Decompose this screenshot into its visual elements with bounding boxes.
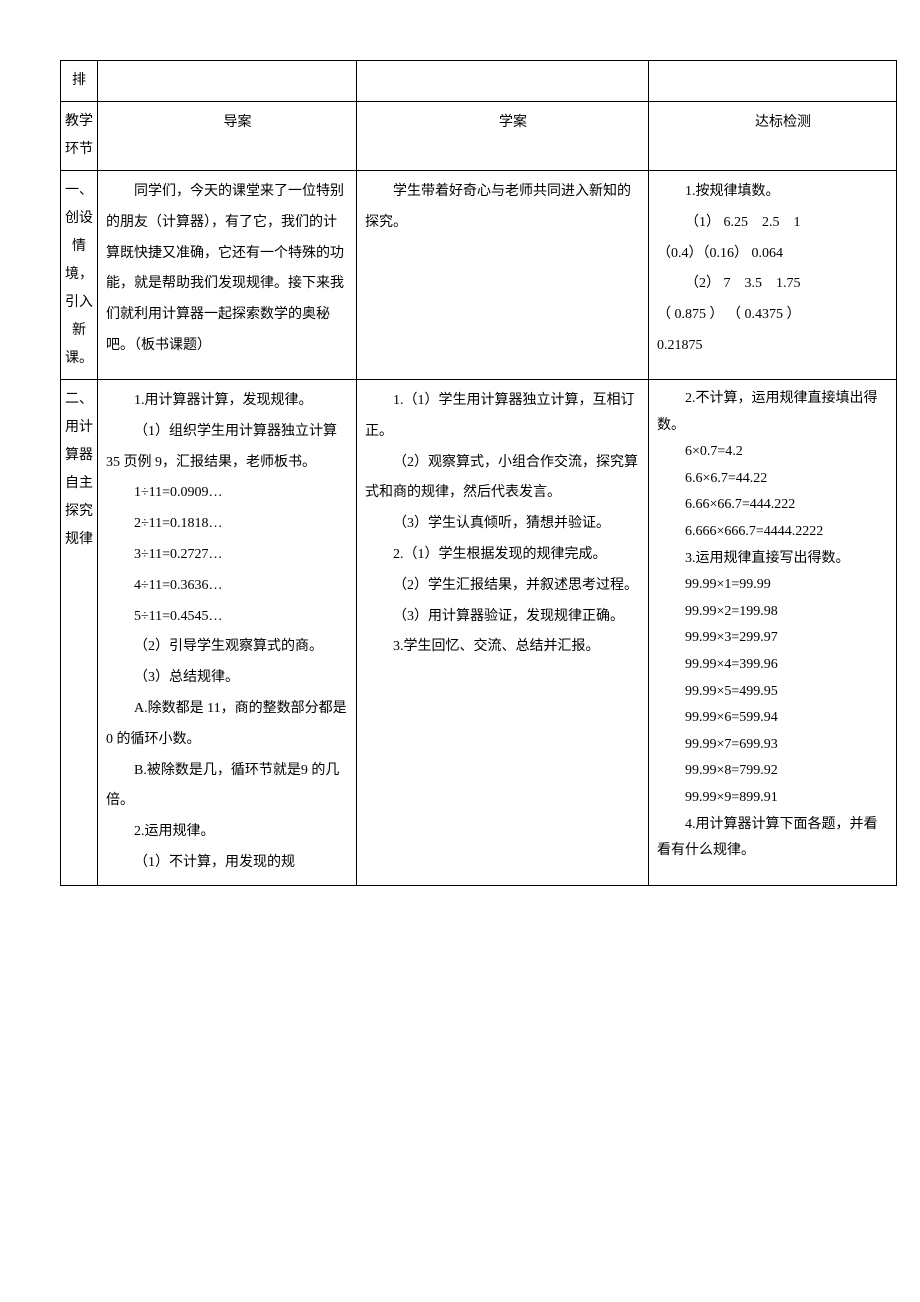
cell-header-daoAn: 导案 [98, 102, 357, 171]
row-header: 教学环节 导案 学案 达标检测 [61, 102, 897, 171]
cell-s2-check: 2.不计算，运用规律直接填出得数。 6×0.7=4.2 6.6×6.7=44.2… [649, 380, 897, 886]
row-pai: 排 [61, 61, 897, 102]
cell-header-xueAn: 学案 [357, 102, 649, 171]
check-1-seq1: （1） 6.25 2.5 1 [657, 208, 888, 239]
cell-pai-2 [357, 61, 649, 102]
check-1-seq2b: （ 0.875 ） （ 0.4375 ） [657, 300, 888, 331]
lesson-plan-table: 排 教学环节 导案 学案 达标检测 一、创设情境，引入新课。 同学们，今天的课堂… [60, 60, 897, 886]
check-1-seq2c: 0.21875 [657, 331, 888, 362]
check-1-seq2: （2） 7 3.5 1.75 [657, 269, 888, 300]
check-1-title: 1.按规律填数。 [657, 177, 888, 208]
cell-pai-3 [649, 61, 897, 102]
cell-s2-xueAn: 1.（1）学生用计算器独立计算，互相订正。 （2）观察算式，小组合作交流，探究算… [357, 380, 649, 886]
cell-s1-label: 一、创设情境，引入新课。 [61, 171, 98, 380]
cell-s1-daoAn: 同学们，今天的课堂来了一位特别的朋友（计算器），有了它，我们的计算既快捷又准确，… [98, 171, 357, 380]
cell-s2-daoAn: 1.用计算器计算，发现规律。 （1）组织学生用计算器独立计算 35 页例 9，汇… [98, 380, 357, 886]
cell-s2-label: 二、用计算器自主探究规律 [61, 380, 98, 886]
row-section-2: 二、用计算器自主探究规律 1.用计算器计算，发现规律。 （1）组织学生用计算器独… [61, 380, 897, 886]
cell-pai-1 [98, 61, 357, 102]
check-1-seq1b: （0.4）（0.16） 0.064 [657, 239, 888, 270]
cell-section-label: 教学环节 [61, 102, 98, 171]
cell-s1-check: 1.按规律填数。 （1） 6.25 2.5 1 （0.4）（0.16） 0.06… [649, 171, 897, 380]
cell-header-check: 达标检测 [649, 102, 897, 171]
cell-s1-xueAn: 学生带着好奇心与老师共同进入新知的探究。 [357, 171, 649, 380]
cell-pai-label: 排 [61, 61, 98, 102]
row-section-1: 一、创设情境，引入新课。 同学们，今天的课堂来了一位特别的朋友（计算器），有了它… [61, 171, 897, 380]
